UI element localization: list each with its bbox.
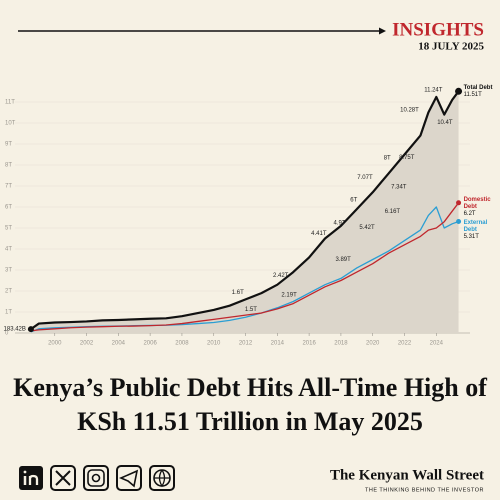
- header-date: 18 JULY 2025: [418, 41, 484, 53]
- data-label: 4.41T: [311, 231, 327, 237]
- x-tick-label: 2002: [80, 341, 94, 347]
- y-tick-label: 8T: [5, 163, 12, 169]
- web-icon[interactable]: [149, 465, 175, 491]
- icon-part: [118, 469, 139, 488]
- data-label: 4.9T: [333, 221, 345, 227]
- data-label: 1.5T: [245, 307, 257, 313]
- data-label: 10.28T: [400, 108, 419, 114]
- end-dot: [456, 200, 462, 206]
- start-dot: [27, 326, 34, 333]
- brand-name: The Kenyan Wall Street: [330, 467, 484, 483]
- x-tick-label: 2008: [175, 341, 189, 347]
- data-label: 6T: [350, 198, 357, 204]
- y-tick-label: 6T: [5, 205, 12, 211]
- data-label: 8.75T: [399, 155, 415, 161]
- y-tick-label: 10T: [5, 121, 16, 127]
- brand-tagline: THE THINKING BEHIND THE INVESTOR: [365, 487, 484, 493]
- x-tick-label: 2012: [239, 341, 253, 347]
- legend-label: Domestic Debt: [463, 196, 491, 210]
- series-end-label: Total Debt 11.51T: [464, 85, 500, 99]
- legend-label: External Debt: [463, 219, 488, 233]
- series-line: [30, 202, 460, 332]
- x-tick-label: 2024: [430, 341, 444, 347]
- icon-part: [91, 473, 101, 483]
- data-label: 11.24T: [424, 88, 443, 94]
- x-tick-label: 2004: [112, 341, 126, 347]
- end-dot: [456, 218, 462, 224]
- data-label: 10.4T: [437, 120, 453, 126]
- headline-line: Kenya’s Public Debt Hits All-Time High o…: [13, 373, 487, 402]
- series-end-label: Domestic Debt 6.2T: [464, 197, 500, 218]
- start-label: 183.42B: [4, 327, 26, 333]
- x-tick-label: 2006: [143, 341, 157, 347]
- icon-part: [55, 470, 71, 486]
- y-tick-label: 1T: [5, 310, 12, 316]
- data-label: 7.07T: [357, 175, 373, 181]
- y-tick-label: 11T: [5, 100, 15, 106]
- y-tick-label: 0: [5, 331, 9, 337]
- data-label: 8T: [384, 156, 391, 162]
- y-tick-label: 3T: [5, 268, 12, 274]
- series-line: [30, 90, 460, 331]
- icon-part: [87, 469, 105, 487]
- headline-line: KSh 11.51 Trillion in May 2025: [77, 407, 423, 436]
- x-tick-label: 2000: [48, 341, 62, 347]
- header-arrow: [379, 27, 386, 35]
- y-tick-label: 4T: [5, 247, 12, 253]
- x-tick-label: 2018: [334, 341, 348, 347]
- data-label: 7.34T: [391, 184, 407, 190]
- x-tick-label: 2010: [207, 341, 221, 347]
- data-label: 2.42T: [273, 273, 289, 279]
- series-end-label: External Debt 5.31T: [464, 220, 500, 241]
- header-label: INSIGHTS: [392, 19, 484, 40]
- legend-label: Total Debt: [463, 85, 493, 92]
- x-tick-label: 2016: [302, 341, 316, 347]
- data-label: 6.16T: [385, 209, 401, 215]
- y-tick-label: 2T: [5, 289, 12, 295]
- data-label: 3.89T: [335, 257, 351, 263]
- y-tick-label: 5T: [5, 226, 12, 232]
- data-label: 5.42T: [359, 225, 375, 231]
- y-tick-label: 7T: [5, 184, 12, 190]
- end-value-label: 5.31T: [463, 233, 479, 240]
- icon-part: [28, 474, 39, 485]
- total-area: [30, 91, 459, 333]
- icon-part: [154, 469, 170, 488]
- x-tick-label: 2020: [366, 341, 380, 347]
- social-icons: [19, 465, 175, 491]
- x-tick-label: 2022: [398, 341, 412, 347]
- end-dot: [455, 87, 463, 95]
- y-tick-label: 9T: [5, 142, 12, 148]
- x-icon[interactable]: [50, 465, 76, 491]
- data-label: 2.19T: [281, 293, 297, 299]
- end-value-label: 6.2T: [463, 210, 476, 217]
- telegram-icon[interactable]: [116, 465, 142, 491]
- icon-part: [23, 470, 27, 474]
- data-label: 1.6T: [232, 290, 244, 296]
- end-value-label: 11.51T: [463, 92, 482, 99]
- instagram-icon[interactable]: [83, 465, 109, 491]
- x-tick-label: 2014: [271, 341, 285, 347]
